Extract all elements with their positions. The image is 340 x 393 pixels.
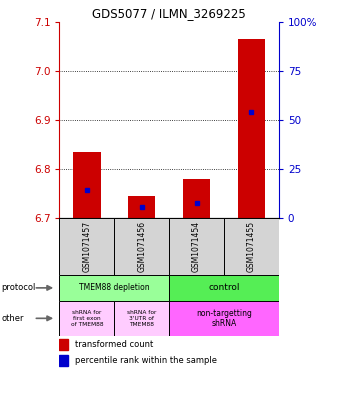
- Bar: [169, 301, 279, 336]
- Bar: [59, 355, 68, 366]
- Text: GSM1071457: GSM1071457: [82, 221, 91, 272]
- Text: GSM1071456: GSM1071456: [137, 221, 146, 272]
- Text: non-targetting
shRNA: non-targetting shRNA: [196, 309, 252, 328]
- Bar: [59, 339, 68, 350]
- Bar: [73, 152, 101, 218]
- Bar: [224, 218, 279, 275]
- Bar: [59, 275, 169, 301]
- Bar: [114, 301, 169, 336]
- Bar: [183, 179, 210, 218]
- Text: percentile rank within the sample: percentile rank within the sample: [75, 356, 217, 365]
- Bar: [114, 218, 169, 275]
- Bar: [169, 218, 224, 275]
- Text: shRNA for
3'UTR of
TMEM88: shRNA for 3'UTR of TMEM88: [127, 310, 156, 327]
- Bar: [169, 275, 279, 301]
- Text: other: other: [2, 314, 24, 323]
- Title: GDS5077 / ILMN_3269225: GDS5077 / ILMN_3269225: [92, 7, 246, 20]
- Text: GSM1071454: GSM1071454: [192, 221, 201, 272]
- Text: GSM1071455: GSM1071455: [247, 221, 256, 272]
- Bar: [238, 39, 265, 218]
- Text: control: control: [208, 283, 240, 292]
- Text: TMEM88 depletion: TMEM88 depletion: [79, 283, 150, 292]
- Bar: [128, 196, 155, 218]
- Text: transformed count: transformed count: [75, 340, 153, 349]
- Bar: [59, 301, 114, 336]
- Text: protocol: protocol: [2, 283, 36, 292]
- Bar: [59, 218, 114, 275]
- Text: shRNA for
first exon
of TMEM88: shRNA for first exon of TMEM88: [71, 310, 103, 327]
